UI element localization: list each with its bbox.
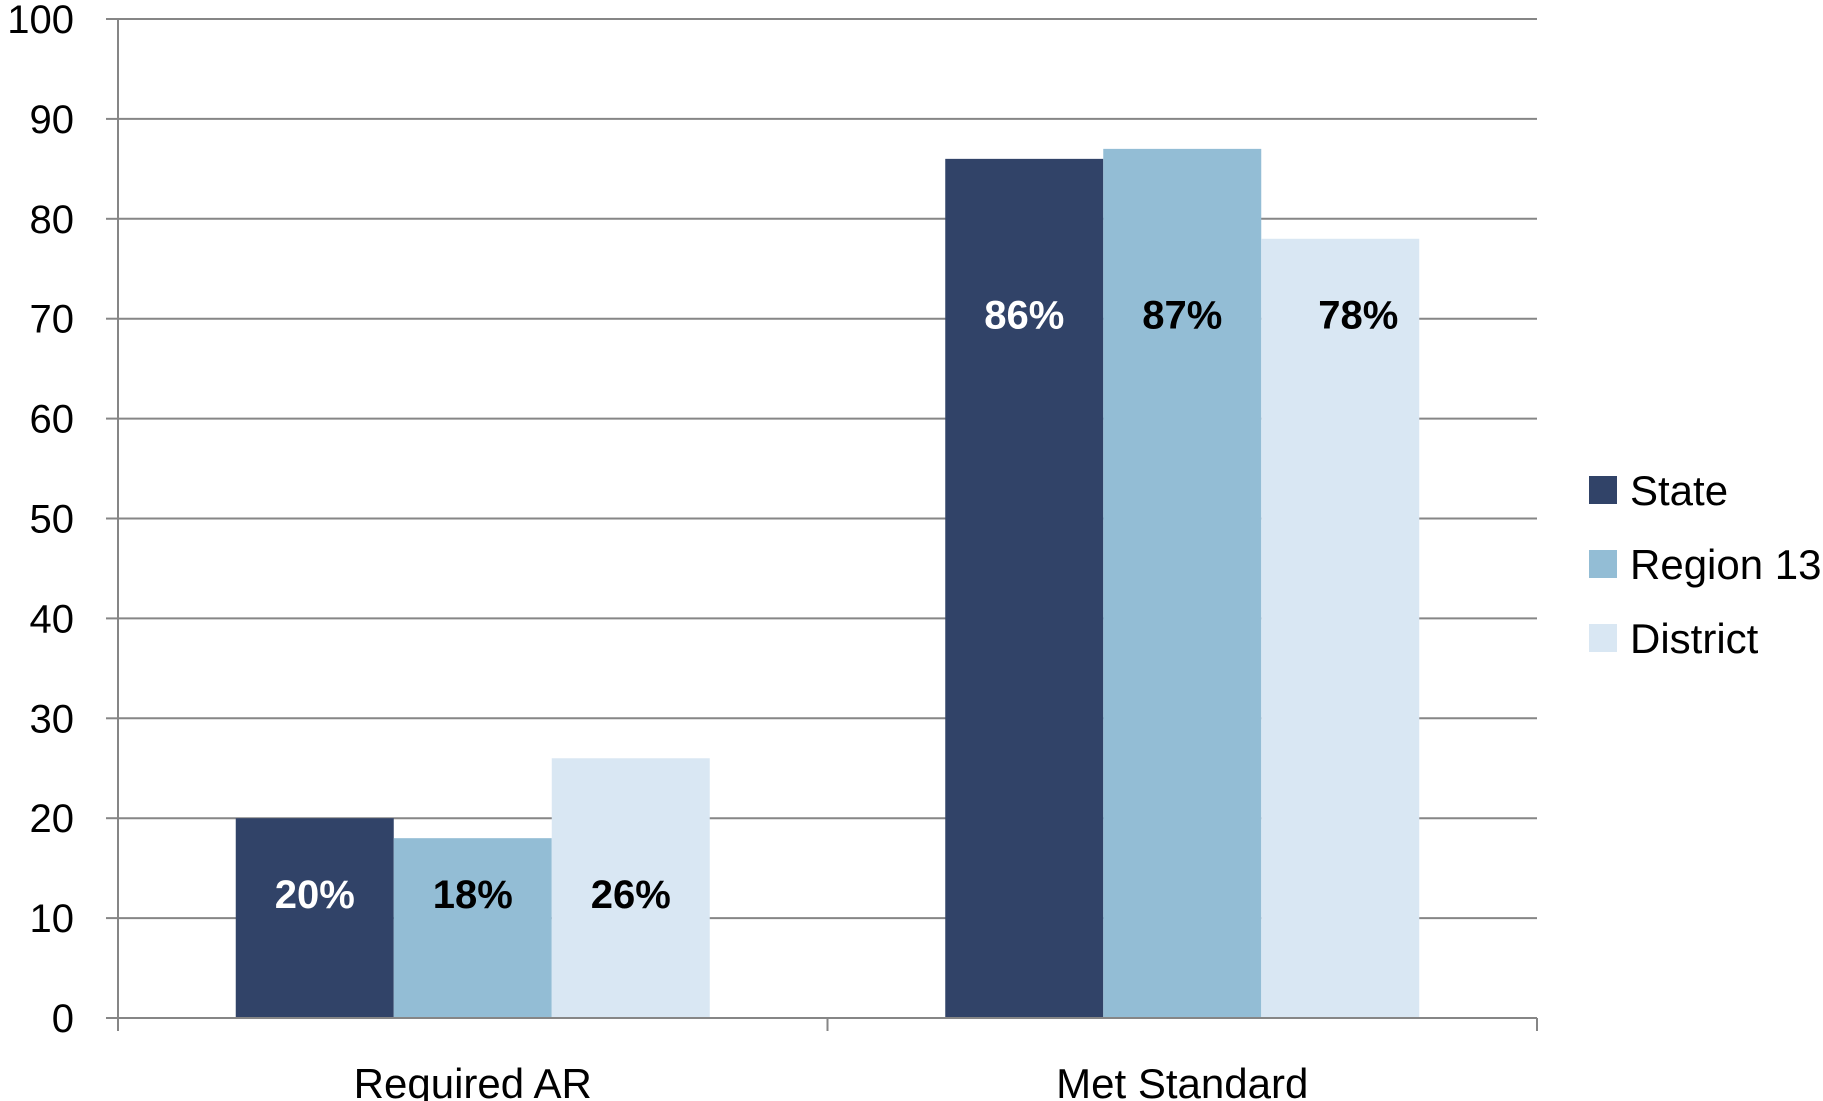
y-tick-label: 80 <box>30 198 75 242</box>
y-tick-label: 30 <box>30 697 75 741</box>
bar <box>1103 148 1262 1018</box>
legend-label: Region 13 <box>1630 541 1821 588</box>
y-tick-label: 40 <box>30 597 75 641</box>
legend: State Region 13 District <box>1589 467 1821 662</box>
category-label: Met Standard <box>1056 1060 1308 1101</box>
bar <box>393 838 552 1018</box>
bar <box>551 758 710 1018</box>
legend-swatch <box>1589 550 1617 578</box>
legend-label: State <box>1630 467 1728 514</box>
y-tick-label: 10 <box>30 897 75 941</box>
data-label: 26% <box>591 873 671 917</box>
legend-label: District <box>1630 615 1759 662</box>
y-tick-label: 100 <box>7 0 74 42</box>
axes <box>106 18 1538 1031</box>
y-tick-label: 90 <box>30 98 75 142</box>
bar <box>945 158 1104 1019</box>
legend-swatch <box>1589 624 1617 652</box>
data-label: 87% <box>1142 294 1222 338</box>
data-label: 86% <box>984 294 1064 338</box>
y-tick-label: 50 <box>30 498 75 542</box>
y-tick-label: 20 <box>30 797 75 841</box>
data-label: 18% <box>433 873 513 917</box>
data-label: 20% <box>275 873 355 917</box>
data-label: 78% <box>1318 294 1398 338</box>
bar <box>1261 238 1420 1018</box>
category-label: Required AR <box>354 1060 592 1101</box>
data-labels: 20% 18% 26% 86% 87% 78% <box>275 294 1399 917</box>
y-tick-labels: 0 10 20 30 40 50 60 70 80 90 100 <box>7 0 74 1041</box>
y-tick-label: 60 <box>30 398 75 442</box>
y-tick-label: 0 <box>52 997 74 1041</box>
bar <box>235 818 394 1018</box>
category-labels: Required AR Met Standard <box>354 1060 1309 1101</box>
legend-swatch <box>1589 476 1617 504</box>
y-tick-label: 70 <box>30 298 75 342</box>
bars <box>235 148 1420 1019</box>
